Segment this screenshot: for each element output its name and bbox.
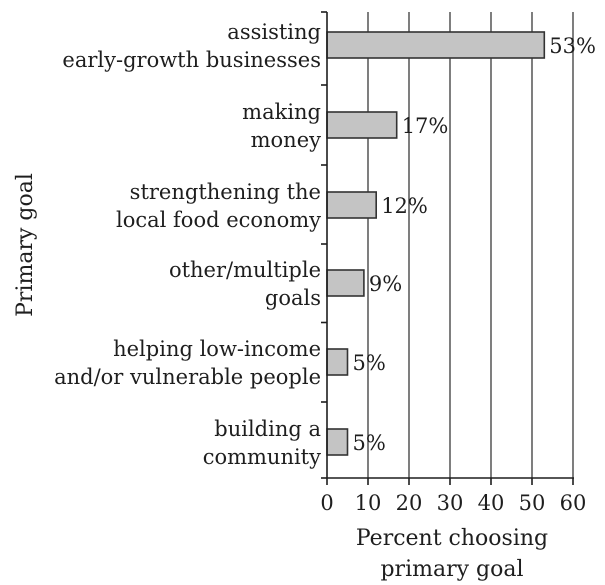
x-tick-label: 30: [437, 491, 464, 515]
category-label: strengthening the: [130, 180, 321, 204]
data-label: 9%: [369, 272, 402, 296]
data-label: 17%: [402, 114, 449, 138]
bar: [326, 269, 365, 297]
category-label: helping low-income: [113, 337, 321, 361]
x-tick-label: 60: [560, 491, 587, 515]
category-label: and/or vulnerable people: [54, 365, 321, 389]
category-label: early-growth businesses: [62, 48, 321, 72]
x-tick-label: 20: [396, 491, 423, 515]
x-tick-label: 0: [320, 491, 333, 515]
x-axis-label-line-1: Percent choosing: [356, 526, 548, 551]
category-label: making: [242, 100, 321, 124]
data-label: 53%: [549, 34, 596, 58]
category-label: building a: [214, 417, 321, 441]
y-axis-label: Primary goal: [13, 173, 38, 317]
bar: [326, 348, 349, 376]
category-label: local food economy: [116, 208, 321, 232]
bar: [326, 428, 349, 456]
category-label: community: [203, 445, 321, 469]
category-label: other/multiple: [169, 258, 321, 282]
category-label: assisting: [227, 20, 321, 44]
gridlines: [367, 12, 574, 478]
category-label: money: [251, 128, 322, 152]
category-label: goals: [265, 286, 321, 310]
category-labels: assisting early-growth businesses making mo…: [54, 20, 321, 469]
bars: [326, 31, 546, 456]
bar: [326, 111, 398, 139]
bar: [326, 31, 546, 59]
bar: [326, 191, 378, 219]
x-tick-label: 50: [519, 491, 546, 515]
data-label: 5%: [353, 351, 386, 375]
data-label: 12%: [381, 194, 428, 218]
x-tick-label: 10: [355, 491, 382, 515]
x-tick-label: 40: [478, 491, 505, 515]
x-axis-ticks: 0 10 20 30 40 50 60: [320, 11, 587, 515]
x-axis-label-line-2: primary goal: [380, 557, 523, 582]
data-labels: 53% 17% 12% 9% 5% 5%: [353, 34, 596, 455]
data-label: 5%: [353, 431, 386, 455]
